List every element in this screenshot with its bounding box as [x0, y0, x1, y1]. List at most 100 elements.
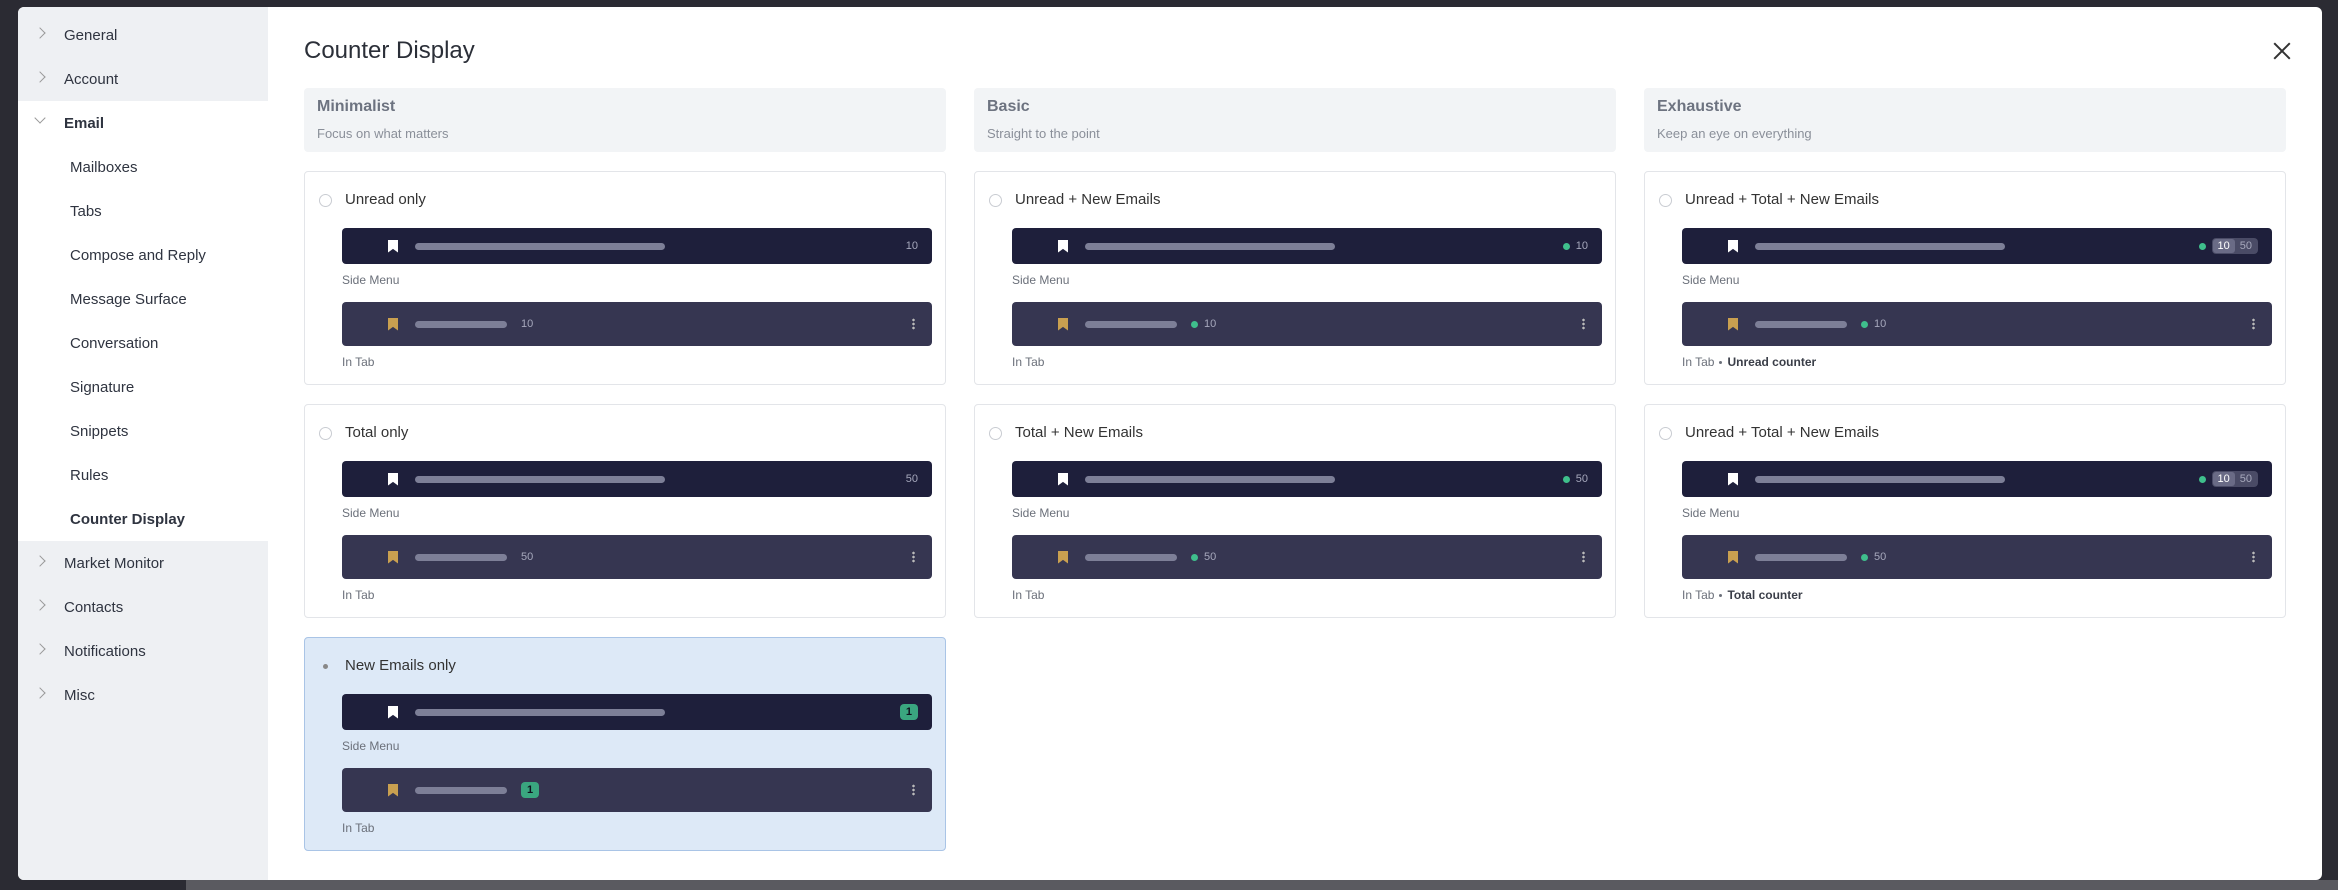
bookmark-icon	[388, 239, 398, 253]
caption-text: In Tab	[342, 588, 375, 602]
nav-subitem[interactable]: Snippets	[70, 422, 129, 440]
bookmark-icon	[388, 783, 398, 797]
bookmark-icon	[1728, 317, 1738, 331]
placeholder-line	[415, 786, 507, 794]
nav-label: General	[64, 26, 118, 44]
counter-pill: 10 50	[2211, 238, 2258, 254]
option-card[interactable]: Unread + Total + New Emails 10 50 Side Menu…	[1644, 404, 2286, 618]
counter: 50	[1861, 551, 1886, 563]
options-grid: Minimalist Focus on what matters Basic Stra…	[304, 88, 2286, 851]
chevron-icon	[34, 687, 46, 699]
new-indicator	[1562, 475, 1570, 483]
column-title: Minimalist	[317, 98, 396, 115]
nav-item[interactable]: Misc	[18, 673, 268, 717]
caption-text: Side Menu	[342, 506, 400, 520]
nav-subitem[interactable]: Conversation	[70, 334, 159, 352]
counter: 50	[906, 473, 918, 485]
bookmark-icon	[1058, 550, 1068, 564]
nav-subitem[interactable]: Counter Display	[70, 510, 186, 528]
column-title: Basic	[987, 98, 1030, 115]
counter: 10	[521, 318, 533, 330]
bookmark-icon	[1728, 239, 1738, 253]
radio-button[interactable]	[1659, 427, 1672, 440]
option-card[interactable]: Unread only 10 Side Menu 10 In Tab	[304, 171, 946, 385]
new-indicator	[1861, 320, 1868, 328]
preview-caption: In Tab	[342, 821, 374, 835]
counter: 10 50	[2198, 238, 2258, 254]
nav-subitem[interactable]: Mailboxes	[70, 158, 138, 176]
preview-caption: In Tab	[1012, 588, 1044, 602]
chevron-icon	[34, 599, 46, 611]
menu-icon	[1582, 551, 1585, 563]
option-label: Unread + Total + New Emails	[1685, 424, 1879, 441]
settings-modal: General Account Email Mailboxes Tabs Compose …	[18, 7, 2322, 880]
caption-text: In Tab	[342, 355, 375, 369]
nav-item[interactable]: Account	[18, 57, 268, 101]
caption-note: Unread counter	[1727, 355, 1817, 369]
count: 50	[2239, 240, 2252, 252]
option-card[interactable]: Unread + New Emails 10 Side Menu 10 In Tab	[974, 171, 1616, 385]
placeholder-line	[415, 320, 507, 328]
new-indicator	[1191, 553, 1198, 561]
counter: 10	[1562, 240, 1588, 252]
bookmark-icon	[388, 472, 398, 486]
nav-item[interactable]: Market Monitor	[18, 541, 268, 585]
menu-icon	[1582, 318, 1585, 330]
bookmark-icon	[1058, 239, 1068, 253]
radio-button[interactable]	[319, 660, 332, 673]
radio-button[interactable]	[1659, 194, 1672, 207]
count: 10	[905, 240, 918, 252]
option-card[interactable]: New Emails only 1 Side Menu 1 In Tab	[304, 637, 946, 851]
nav-item[interactable]: Email	[18, 101, 268, 145]
caption-text: In Tab	[1682, 355, 1715, 369]
radio-button[interactable]	[989, 194, 1002, 207]
nav-item[interactable]: Notifications	[18, 629, 268, 673]
nav-subitem[interactable]: Message Surface	[70, 290, 187, 308]
radio-button[interactable]	[989, 427, 1002, 440]
close-button[interactable]	[2272, 41, 2292, 61]
nav-subitem[interactable]: Signature	[70, 378, 135, 396]
column-header: Minimalist Focus on what matters	[304, 88, 946, 152]
nav-item[interactable]: Contacts	[18, 585, 268, 629]
preview-bar: 10	[1012, 228, 1602, 264]
option-label: Unread + Total + New Emails	[1685, 191, 1879, 208]
nav-item[interactable]: General	[18, 13, 268, 57]
bookmark-icon	[388, 705, 398, 719]
preview-bar: 10 50	[1682, 461, 2272, 497]
placeholder-line	[1755, 320, 1847, 328]
preview-bar: 10	[342, 228, 932, 264]
chevron-icon	[34, 27, 46, 39]
caption-text: In Tab	[342, 821, 375, 835]
column-subtitle: Straight to the point	[987, 126, 1100, 141]
caption-text: Side Menu	[1682, 506, 1740, 520]
preview-caption: In Tab Unread counter	[1682, 355, 1816, 369]
chevron-icon	[34, 643, 46, 655]
column-title: Exhaustive	[1657, 98, 1742, 115]
menu-icon	[2252, 318, 2255, 330]
option-label: Unread + New Emails	[1015, 191, 1161, 208]
preview-caption: In Tab Total counter	[1682, 588, 1803, 602]
option-card[interactable]: Total only 50 Side Menu 50 In Tab	[304, 404, 946, 618]
option-card[interactable]: Total + New Emails 50 Side Menu 50 In Tab	[974, 404, 1616, 618]
nav-subitem[interactable]: Tabs	[70, 202, 102, 220]
count: 1	[899, 704, 918, 720]
placeholder-line	[415, 242, 665, 250]
caption-text: Side Menu	[342, 273, 400, 287]
caption-text: Side Menu	[1682, 273, 1740, 287]
placeholder-line	[1755, 242, 2005, 250]
radio-button[interactable]	[319, 194, 332, 207]
counter-pill: 10 50	[2211, 471, 2258, 487]
menu-icon	[912, 784, 915, 796]
nav-subitem[interactable]: Compose and Reply	[70, 246, 206, 264]
column-header: Basic Straight to the point	[974, 88, 1616, 152]
option-card[interactable]: Unread + Total + New Emails 10 50 Side Menu…	[1644, 171, 2286, 385]
bookmark-icon	[1728, 550, 1738, 564]
nav-subitem[interactable]: Rules	[70, 466, 109, 484]
new-indicator	[1562, 242, 1570, 250]
counter: 50	[1562, 473, 1588, 485]
caption-text: In Tab	[1012, 355, 1045, 369]
preview-bar: 50	[342, 461, 932, 497]
radio-button[interactable]	[319, 427, 332, 440]
count: 50	[1575, 473, 1588, 485]
preview-bar: 10	[1012, 302, 1602, 346]
